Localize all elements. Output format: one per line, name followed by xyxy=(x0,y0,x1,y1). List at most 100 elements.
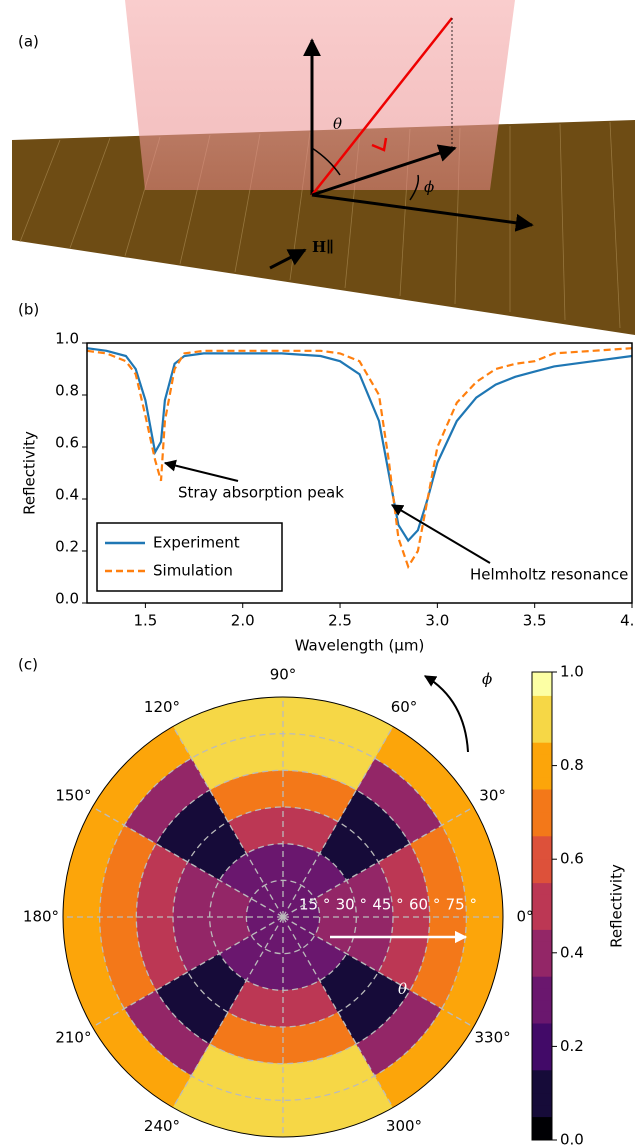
x-arrow xyxy=(311,193,534,232)
angle-tick-label: 330° xyxy=(475,1029,511,1047)
r-tick-label: 15 ° xyxy=(299,896,330,914)
angle-tick-label: 60° xyxy=(391,698,418,716)
colorbar-step xyxy=(532,800,552,813)
colorbar-step xyxy=(532,859,552,872)
projection-arrow xyxy=(311,144,457,197)
illustration: (a) θ ϕ H∥ xyxy=(12,0,635,335)
y-tick-label: 0.2 xyxy=(55,538,79,556)
legend-box xyxy=(96,522,283,592)
grid-spoke xyxy=(92,916,284,1028)
r-tick-label: 75 ° xyxy=(446,896,477,914)
angle-tick-label: 90° xyxy=(270,666,297,684)
y-tick-label: 0.0 xyxy=(55,590,79,608)
colorbar-step xyxy=(532,906,552,919)
x-tick-label: 1.5 xyxy=(133,612,157,630)
colorbar-step xyxy=(532,718,552,731)
r-tick-label: 45 ° xyxy=(372,896,403,914)
phi-arrow xyxy=(423,675,469,753)
incident-ray xyxy=(311,17,453,196)
colorbar-step xyxy=(532,964,552,977)
colorbar-step xyxy=(532,847,552,860)
colorbar-tick-label: 0.0 xyxy=(560,1131,584,1148)
colorbar-step xyxy=(532,1011,552,1024)
colorbar-step xyxy=(532,894,552,907)
angle-tick-label: 30° xyxy=(479,787,506,805)
colorbar-step xyxy=(532,1128,552,1141)
colorbar-step xyxy=(532,952,552,965)
colorbar-step xyxy=(532,1023,552,1036)
panel-c: (c) 15 ° 30 ° 45 ° 60 ° 75 ° 0° 30° 60° 90° 120° 15… xyxy=(18,656,626,1148)
colorbar-step xyxy=(532,753,552,767)
colorbar-step xyxy=(532,870,552,884)
grid-spoke xyxy=(172,916,284,1108)
colorbar-tick-label: 0.2 xyxy=(560,1037,584,1055)
colorbar-step xyxy=(532,987,552,1001)
r-tick-label: 30 ° xyxy=(336,896,367,914)
grid-circle xyxy=(135,769,431,1065)
x-tick-label: 3.0 xyxy=(425,612,449,630)
colorbar-step xyxy=(532,1081,552,1094)
annotation: Stray absorption peak xyxy=(178,484,344,502)
beam xyxy=(125,0,515,190)
colorbar-step xyxy=(532,672,552,685)
colorbar-step xyxy=(532,917,552,930)
angle-tick-label: 180° xyxy=(23,908,59,926)
series-line xyxy=(86,347,633,543)
angle-tick-label: 240° xyxy=(144,1117,180,1135)
colorbar-step xyxy=(532,742,552,755)
colorbar-step xyxy=(532,999,552,1012)
x-tick-label: 2.0 xyxy=(231,612,255,630)
legend-label: Simulation xyxy=(153,562,233,580)
colorbar-step xyxy=(532,765,552,778)
colorbar-step xyxy=(532,1034,552,1047)
colorbar-step xyxy=(532,777,552,790)
colorbar-step xyxy=(532,941,552,954)
field-symbol: H∥ xyxy=(312,238,334,256)
panel-b: (b) 0.0 0.2 0.4 0.6 0.8 1.0 1.5 2.0 2.5 3.0 3.5 4.0 W… xyxy=(18,301,635,655)
colorbar-step xyxy=(532,1046,552,1059)
plot-frame xyxy=(86,342,633,604)
phi-annotation: ϕ xyxy=(482,670,492,688)
panel-label: (b) xyxy=(18,301,39,319)
colorbar-step xyxy=(532,789,552,802)
colorbar-tick-label: 0.8 xyxy=(560,756,584,774)
grid-circle xyxy=(245,879,321,955)
colorbar-step xyxy=(532,1058,552,1071)
colorbar-step xyxy=(532,812,552,825)
grid-spoke xyxy=(282,806,474,918)
colorbar-tick-label: 1.0 xyxy=(560,663,584,681)
y-tick-label: 0.6 xyxy=(55,434,79,452)
colorbar-step xyxy=(532,824,552,837)
colorbar-step xyxy=(532,683,552,696)
colorbar-tick-label: 0.6 xyxy=(560,850,584,868)
phi-symbol: ϕ xyxy=(424,178,434,196)
legend-label: Experiment xyxy=(153,534,240,552)
colorbar-step xyxy=(532,707,552,720)
grid-spoke xyxy=(282,916,474,1028)
grid-spoke xyxy=(282,916,394,1108)
angle-tick-label: 300° xyxy=(386,1117,422,1135)
y-tick-label: 0.4 xyxy=(55,486,79,504)
colorbar-step xyxy=(532,730,552,743)
colorbar-tick-label: 0.4 xyxy=(560,943,584,961)
field-arrow xyxy=(269,248,307,270)
x-tick-label: 4.0 xyxy=(620,612,635,630)
colorbar-step xyxy=(532,1116,552,1129)
colorbar-step xyxy=(532,882,552,895)
theta-symbol: θ xyxy=(333,115,342,133)
x-tick-label: 3.5 xyxy=(523,612,547,630)
colorbar-step xyxy=(532,1093,552,1106)
grid-spoke xyxy=(282,726,394,918)
colorbar-step xyxy=(532,929,552,942)
annotation: Helmholtz resonance xyxy=(470,566,628,584)
grid-spoke xyxy=(92,806,284,918)
colorbar-label: Reflectivity xyxy=(608,864,626,948)
y-axis-label: Reflectivity xyxy=(21,431,39,515)
colorbar-step xyxy=(532,695,552,708)
x-axis-label: Wavelength (µm) xyxy=(295,637,425,655)
angle-tick-label: 150° xyxy=(55,787,91,805)
panel-label: (c) xyxy=(18,656,38,674)
panel-label: (a) xyxy=(18,33,39,51)
colorbar-frame xyxy=(531,671,553,1141)
